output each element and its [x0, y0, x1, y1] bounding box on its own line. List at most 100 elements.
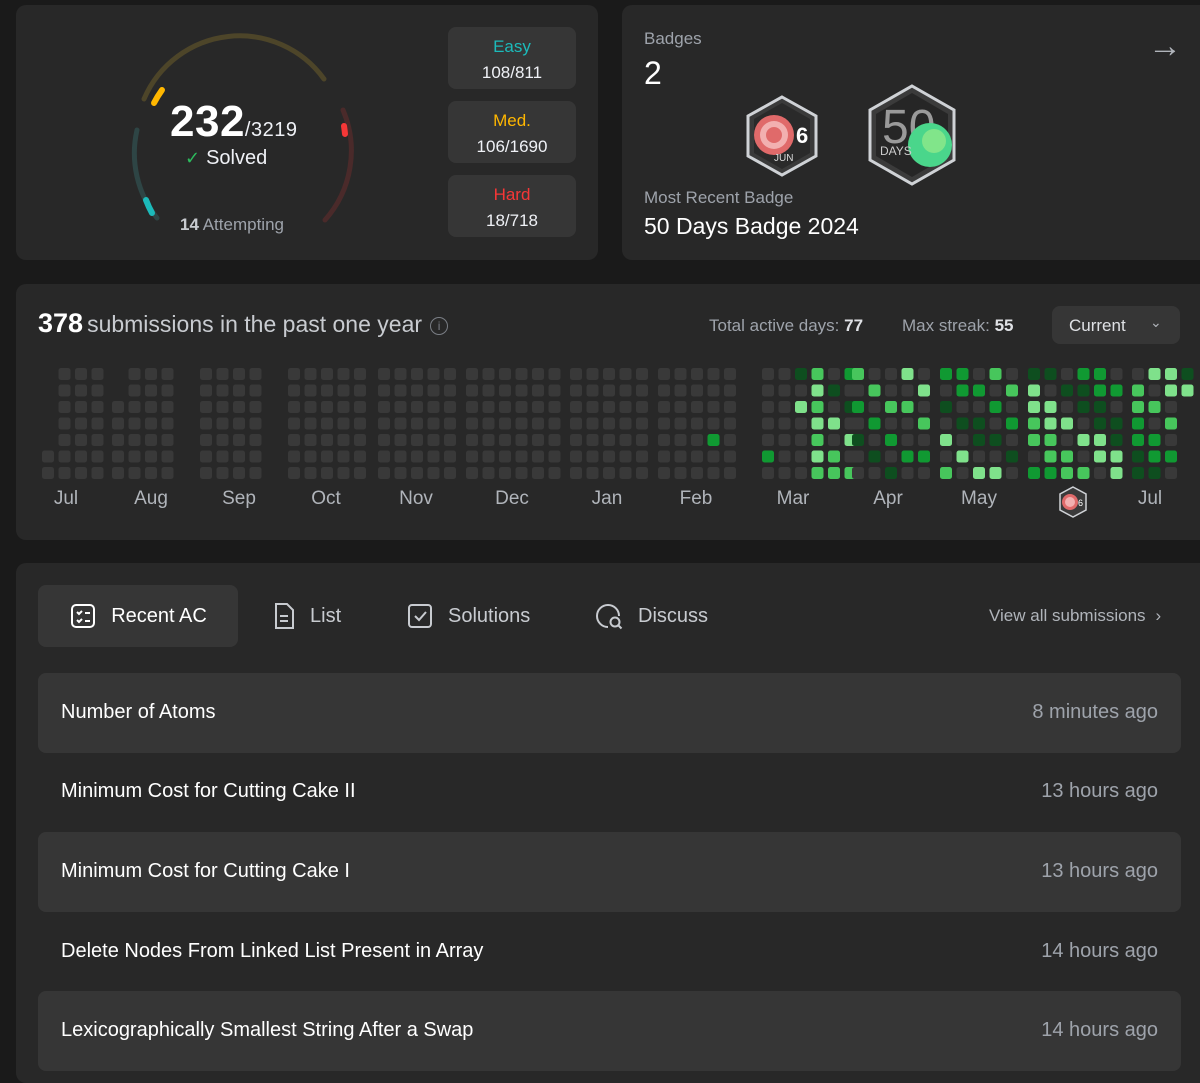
heatmap-cell[interactable]	[973, 434, 985, 446]
heatmap-cell[interactable]	[288, 467, 300, 479]
heatmap-cell[interactable]	[378, 467, 390, 479]
heatmap-cell[interactable]	[75, 467, 87, 479]
heatmap-cell[interactable]	[75, 401, 87, 413]
heatmap-cell[interactable]	[636, 368, 648, 380]
heatmap-cell[interactable]	[1028, 368, 1040, 380]
heatmap-cell[interactable]	[811, 434, 824, 446]
heatmap-cell[interactable]	[724, 434, 736, 446]
heatmap-cell[interactable]	[901, 434, 914, 446]
heatmap-cell[interactable]	[532, 417, 544, 430]
heatmap-cell[interactable]	[724, 467, 736, 479]
heatmap-cell[interactable]	[828, 434, 840, 446]
heatmap-cell[interactable]	[795, 384, 807, 397]
heatmap-cell[interactable]	[427, 434, 440, 446]
heatmap-cell[interactable]	[427, 401, 440, 413]
heatmap-cell[interactable]	[658, 401, 670, 413]
heatmap-cell[interactable]	[216, 401, 229, 413]
heatmap-cell[interactable]	[548, 384, 561, 397]
heatmap-cell[interactable]	[515, 417, 528, 430]
heatmap-cell[interactable]	[1028, 434, 1040, 446]
heatmap-cell[interactable]	[1028, 384, 1040, 397]
heatmap-cell[interactable]	[337, 368, 350, 380]
heatmap-cell[interactable]	[1148, 467, 1161, 479]
heatmap-cell[interactable]	[515, 467, 528, 479]
heatmap-cell[interactable]	[411, 450, 423, 463]
heatmap-cell[interactable]	[1061, 450, 1073, 463]
heatmap-cell[interactable]	[444, 384, 456, 397]
heatmap-cell[interactable]	[200, 450, 212, 463]
heatmap-cell[interactable]	[58, 450, 71, 463]
heatmap-cell[interactable]	[444, 401, 456, 413]
heatmap-cell[interactable]	[1077, 384, 1090, 397]
heatmap-cell[interactable]	[1165, 434, 1177, 446]
heatmap-cell[interactable]	[603, 467, 615, 479]
heatmap-cell[interactable]	[1028, 467, 1040, 479]
heatmap-cell[interactable]	[570, 434, 582, 446]
heatmap-cell[interactable]	[1165, 368, 1177, 380]
heatmap-cell[interactable]	[852, 417, 864, 430]
heatmap-cell[interactable]	[674, 450, 687, 463]
heatmap-cell[interactable]	[249, 368, 262, 380]
heatmap-cell[interactable]	[249, 417, 262, 430]
heatmap-cell[interactable]	[499, 467, 511, 479]
heatmap-cell[interactable]	[1044, 434, 1057, 446]
heatmap-cell[interactable]	[956, 384, 969, 397]
heatmap-cell[interactable]	[691, 384, 703, 397]
heatmap-cell[interactable]	[1165, 384, 1177, 397]
heatmap-cell[interactable]	[868, 450, 881, 463]
heatmap-cell[interactable]	[1148, 434, 1161, 446]
heatmap-cell[interactable]	[1006, 417, 1018, 430]
heatmap-cell[interactable]	[724, 401, 736, 413]
heatmap-cell[interactable]	[586, 450, 599, 463]
heatmap-cell[interactable]	[1132, 417, 1144, 430]
heatmap-cell[interactable]	[112, 401, 124, 413]
arrow-right-icon[interactable]: →	[1148, 27, 1182, 65]
heatmap-cell[interactable]	[515, 434, 528, 446]
heatmap-cell[interactable]	[548, 401, 561, 413]
heatmap-cell[interactable]	[658, 434, 670, 446]
heatmap-cell[interactable]	[674, 368, 687, 380]
heatmap-cell[interactable]	[427, 417, 440, 430]
heatmap-cell[interactable]	[75, 450, 87, 463]
heatmap-cell[interactable]	[724, 450, 736, 463]
heatmap-cell[interactable]	[1165, 450, 1177, 463]
heatmap-cell[interactable]	[658, 450, 670, 463]
heatmap-cell[interactable]	[288, 434, 300, 446]
heatmap-cell[interactable]	[444, 450, 456, 463]
heatmap-cell[interactable]	[570, 467, 582, 479]
heatmap-cell[interactable]	[411, 467, 423, 479]
heatmap-cell[interactable]	[161, 368, 174, 380]
heatmap-cell[interactable]	[499, 368, 511, 380]
submission-row[interactable]: Number of Atoms 8 minutes ago	[38, 673, 1181, 753]
heatmap-cell[interactable]	[973, 384, 985, 397]
heatmap-cell[interactable]	[762, 384, 774, 397]
heatmap-cell[interactable]	[707, 384, 720, 397]
heatmap-cell[interactable]	[249, 401, 262, 413]
heatmap-cell[interactable]	[940, 417, 952, 430]
heatmap-cell[interactable]	[1132, 467, 1144, 479]
heatmap-cell[interactable]	[795, 401, 807, 413]
heatmap-cell[interactable]	[532, 467, 544, 479]
heatmap-cell[interactable]	[956, 467, 969, 479]
heatmap-cell[interactable]	[394, 384, 407, 397]
heatmap-cell[interactable]	[128, 384, 141, 397]
heatmap-cell[interactable]	[603, 417, 615, 430]
heatmap-cell[interactable]	[145, 417, 157, 430]
heatmap-cell[interactable]	[868, 417, 881, 430]
heatmap-cell[interactable]	[128, 434, 141, 446]
heatmap-cell[interactable]	[724, 368, 736, 380]
heatmap-cell[interactable]	[161, 384, 174, 397]
heatmap-cell[interactable]	[989, 401, 1002, 413]
heatmap-cell[interactable]	[636, 450, 648, 463]
heatmap-cell[interactable]	[940, 434, 952, 446]
heatmap-cell[interactable]	[378, 384, 390, 397]
heatmap-cell[interactable]	[548, 450, 561, 463]
heatmap-cell[interactable]	[1148, 417, 1161, 430]
heatmap-cell[interactable]	[233, 368, 245, 380]
heatmap-cell[interactable]	[811, 417, 824, 430]
heatmap-cell[interactable]	[321, 434, 333, 446]
heatmap-cell[interactable]	[586, 401, 599, 413]
heatmap-cell[interactable]	[216, 384, 229, 397]
heatmap-cell[interactable]	[354, 384, 366, 397]
heatmap-cell[interactable]	[394, 450, 407, 463]
